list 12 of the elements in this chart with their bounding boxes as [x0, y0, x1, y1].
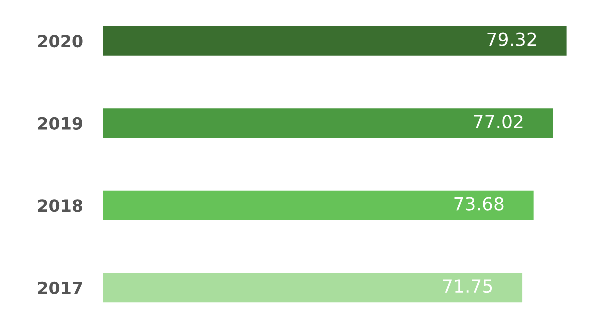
data-label: 73.68: [454, 197, 504, 211]
data-label: 77.02: [474, 114, 523, 129]
data-label: 71.75: [443, 280, 492, 294]
y-tick-label: 2018: [38, 200, 83, 212]
bar: [103, 190, 534, 220]
bar: [103, 108, 554, 138]
bar: [103, 273, 523, 303]
bar: [103, 26, 567, 56]
y-tick-label: 2020: [38, 35, 83, 48]
y-tick-label: 2017: [38, 282, 82, 294]
y-tick-label: 2019: [38, 117, 82, 130]
data-label: 79.32: [488, 32, 536, 46]
